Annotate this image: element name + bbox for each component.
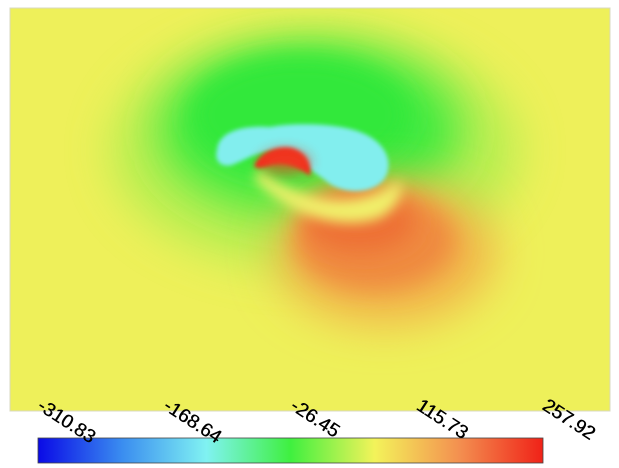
field-layers xyxy=(110,30,520,324)
plot-border xyxy=(9,7,611,412)
yellow-crescent xyxy=(255,168,402,223)
high-core-glow xyxy=(259,149,311,175)
colorbar xyxy=(37,437,544,464)
